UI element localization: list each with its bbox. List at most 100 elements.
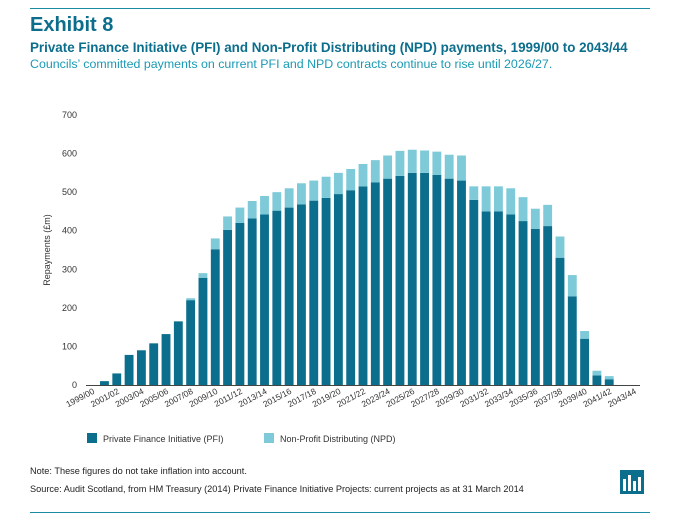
npd-bar: [358, 163, 368, 187]
audit-scotland-logo-icon: [620, 470, 644, 494]
pfi-bar: [604, 379, 614, 385]
npd-bar: [432, 151, 442, 175]
npd-bar: [469, 186, 479, 200]
y-tick-label: 200: [62, 303, 77, 313]
pfi-bar: [333, 194, 343, 385]
legend: Private Finance Initiative (PFI) Non-Pro…: [87, 433, 396, 444]
pfi-bar: [321, 197, 331, 385]
npd-bar: [235, 207, 245, 223]
npd-bar: [592, 370, 602, 376]
chart-title: Private Finance Initiative (PFI) and Non…: [30, 40, 628, 55]
top-rule: [30, 8, 650, 9]
y-tick-label: 300: [62, 264, 77, 274]
y-tick-label: 0: [72, 380, 77, 390]
footnote: Note: These figures do not take inflatio…: [30, 466, 247, 476]
npd-bar: [567, 275, 577, 297]
pfi-bar: [136, 350, 146, 385]
npd-bar: [297, 183, 306, 205]
npd-bar: [543, 204, 553, 227]
pfi-bar: [555, 257, 565, 385]
npd-bar: [309, 180, 319, 201]
pfi-bar: [112, 373, 122, 385]
pfi-bar: [100, 381, 109, 385]
pfi-bar: [567, 296, 577, 385]
npd-bar: [198, 273, 208, 278]
npd-bar: [395, 150, 405, 176]
pfi-bar: [161, 334, 171, 385]
legend-pfi-label: Private Finance Initiative (PFI): [103, 434, 224, 444]
chart-area: Repayments (£m) Private Finance Initiati…: [42, 110, 640, 444]
pfi-bar: [358, 186, 368, 385]
legend-npd-label: Non-Profit Distributing (NPD): [280, 434, 396, 444]
pfi-bar: [124, 354, 134, 385]
npd-bar: [210, 238, 220, 250]
chart-subtitle: Councils’ committed payments on current …: [30, 57, 553, 71]
pfi-bar: [272, 210, 282, 385]
exhibit-label: Exhibit 8: [30, 14, 114, 36]
legend-npd-swatch: [264, 433, 274, 443]
pfi-bar: [309, 200, 319, 385]
npd-bar: [260, 196, 269, 215]
x-tick-label: 2043/44: [606, 386, 638, 409]
pfi-bar: [420, 172, 429, 385]
pfi-bar: [518, 221, 528, 385]
npd-bar: [333, 172, 343, 195]
pfi-bar: [580, 338, 590, 385]
y-tick-label: 500: [62, 187, 77, 197]
npd-bar: [223, 216, 233, 230]
pfi-bar: [235, 223, 245, 385]
pfi-bar: [592, 375, 602, 385]
y-tick-label: 400: [62, 226, 77, 236]
pfi-bar: [210, 249, 220, 385]
y-tick-label: 600: [62, 149, 77, 159]
pfi-bar: [543, 226, 553, 385]
y-tick-label: 700: [62, 110, 77, 120]
pfi-bar: [506, 214, 516, 385]
npd-bar: [407, 149, 417, 173]
pfi-bar: [346, 190, 356, 385]
npd-bar: [481, 186, 491, 212]
pfi-bar: [149, 343, 159, 385]
pfi-bar: [383, 178, 393, 385]
npd-bar: [346, 169, 356, 191]
pfi-bar: [432, 174, 442, 385]
pfi-bar: [481, 211, 491, 385]
pfi-bar: [260, 214, 269, 385]
pfi-bar: [198, 277, 208, 385]
pfi-bar: [223, 229, 233, 385]
npd-bar: [284, 188, 294, 208]
npd-bar: [457, 155, 466, 181]
source-note: Source: Audit Scotland, from HM Treasury…: [30, 484, 524, 494]
bottom-rule: [30, 512, 650, 513]
pfi-bar: [444, 178, 454, 385]
pfi-bar: [530, 228, 540, 385]
pfi-bar: [493, 211, 503, 385]
npd-bar: [444, 154, 454, 179]
npd-bar: [186, 298, 196, 301]
npd-bar: [518, 197, 528, 222]
npd-bar: [247, 201, 257, 219]
npd-bar: [555, 236, 565, 258]
npd-bar: [530, 208, 540, 229]
npd-bar: [370, 160, 380, 183]
pfi-bar: [284, 207, 294, 385]
npd-bar: [420, 150, 429, 173]
pfi-bar: [457, 180, 466, 385]
npd-bar: [506, 188, 516, 215]
pfi-bar: [370, 182, 380, 385]
pfi-bar: [186, 300, 196, 385]
pfi-bar: [173, 321, 183, 385]
y-axis-label: Repayments (£m): [42, 214, 52, 286]
pfi-bar: [407, 172, 417, 385]
npd-bar: [493, 186, 503, 212]
npd-bar: [321, 176, 331, 198]
y-tick-label: 100: [62, 341, 77, 351]
npd-bar: [272, 192, 282, 211]
npd-bar: [580, 331, 590, 339]
pfi-bar: [247, 218, 257, 385]
npd-bar: [383, 155, 393, 179]
pfi-bar: [395, 175, 405, 385]
npd-bar: [604, 376, 614, 380]
pfi-bar: [469, 199, 479, 385]
pfi-bar: [297, 204, 306, 385]
